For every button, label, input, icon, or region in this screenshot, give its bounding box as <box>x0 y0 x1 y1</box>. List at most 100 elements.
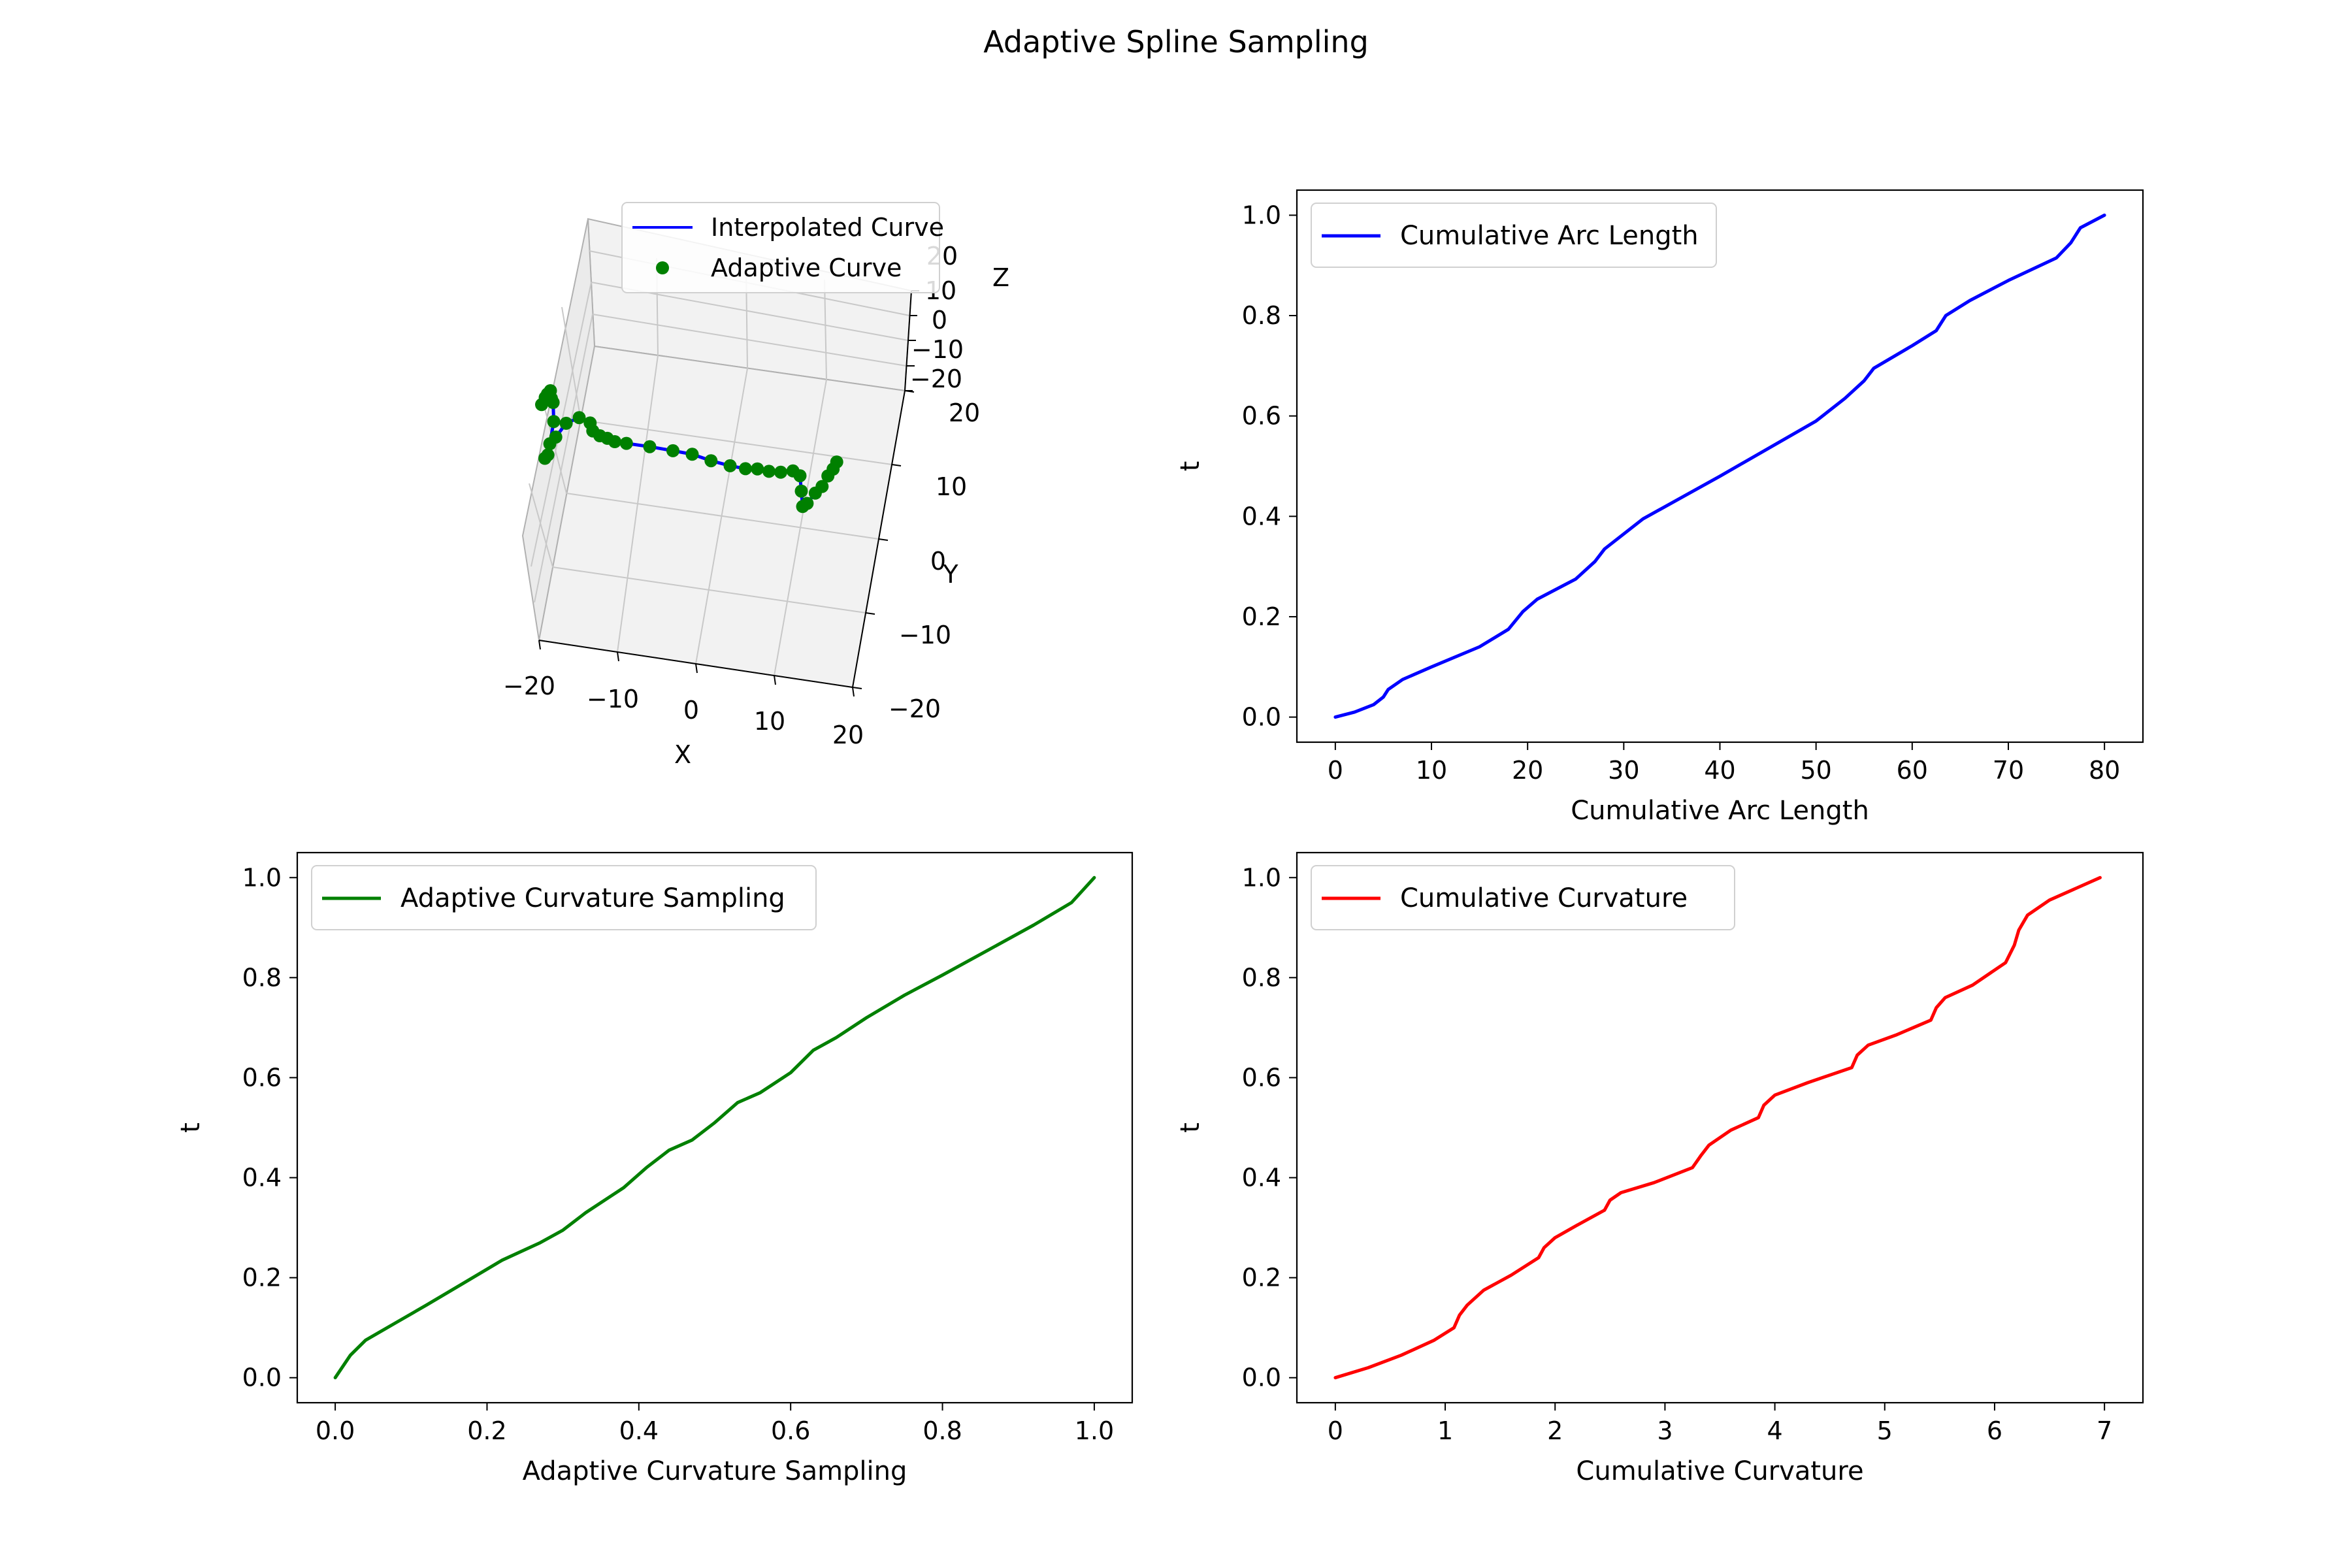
x-tick-label: 0.4 <box>619 1416 659 1445</box>
series-line <box>333 875 1096 1380</box>
subplot-cumulative-curvature: 0 1 2 3 4 5 6 7 0.0 0.2 0.4 0.6 0.8 1.0 Cumulative Cur… <box>1175 851 2144 1486</box>
series-line <box>1333 875 2102 1380</box>
z-tick-label-3d: 0 <box>932 306 947 335</box>
axes3d-data <box>535 384 843 514</box>
scatter-point-adaptive <box>751 462 764 476</box>
legend-label-adaptive: Adaptive Curve <box>711 253 902 282</box>
scatter-point-adaptive <box>547 415 561 429</box>
scatter-point-adaptive <box>739 462 752 476</box>
x-tick-label: 7 <box>2097 1416 2112 1445</box>
y-tick-label: 1.0 <box>242 863 282 892</box>
x-tick-label: 40 <box>1704 756 1735 785</box>
figure-title: Adaptive Spline Sampling <box>983 24 1369 59</box>
x-tick-label: 0 <box>1328 1416 1343 1445</box>
y-tick-label-3d: −20 <box>889 694 941 723</box>
scatter-point-adaptive <box>608 435 621 448</box>
x-axis-label: Cumulative Curvature <box>1576 1456 1863 1486</box>
scatter-point-adaptive <box>546 396 560 409</box>
y-tick-label: 0.8 <box>242 963 282 992</box>
x-tick-3d <box>852 687 855 697</box>
scatter-point-adaptive <box>541 448 555 462</box>
y-tick-label: 0.0 <box>1242 703 1281 732</box>
scatter-point-adaptive <box>704 454 718 468</box>
legend-label: Cumulative Curvature <box>1400 883 1688 913</box>
scatter-point-adaptive <box>762 465 776 478</box>
x-tick-label: 6 <box>1987 1416 2002 1445</box>
scatter-point-adaptive <box>830 455 843 469</box>
y-tick-label: 0.2 <box>1242 602 1281 631</box>
scatter-point-adaptive <box>666 444 679 457</box>
x-tick-3d <box>617 651 619 662</box>
y-tick-label: 1.0 <box>1242 201 1281 229</box>
scatter-point-adaptive <box>794 484 808 498</box>
y-tick-3d <box>891 464 902 466</box>
x-tick-label: 20 <box>1512 756 1543 785</box>
x-tick-label: 80 <box>2089 756 2120 785</box>
y-tick-3d <box>852 687 862 689</box>
scatter-point-adaptive <box>685 448 699 461</box>
scatter-point-adaptive <box>559 416 573 430</box>
x-tick-label-3d: 10 <box>754 707 785 736</box>
y-tick-label: 0.4 <box>242 1164 282 1192</box>
x-tick-label: 1 <box>1437 1416 1453 1445</box>
y-tick-label: 0.6 <box>1242 402 1281 431</box>
y-axis-label: t <box>1175 1122 1205 1133</box>
y-axis-label: t <box>1175 461 1205 472</box>
plot-frame <box>1296 851 2144 1404</box>
x-tick-label-3d: −10 <box>587 685 639 713</box>
y-tick-3d <box>865 612 875 615</box>
z-tick-label-3d: −10 <box>911 335 964 364</box>
z-tick-label-3d: −20 <box>910 365 962 393</box>
x-tick-3d <box>695 663 698 674</box>
scatter-point-adaptive <box>793 469 807 483</box>
x-axis-label: Cumulative Arc Length <box>1571 796 1869 826</box>
x-tick-label: 3 <box>1657 1416 1673 1445</box>
x-tick-label: 0.2 <box>467 1416 506 1445</box>
legend-label: Cumulative Arc Length <box>1400 221 1699 251</box>
legend-3d: Interpolated Curve Adaptive Curve <box>621 202 944 293</box>
y-tick-label: 0.6 <box>242 1063 282 1092</box>
y-tick-label: 0.8 <box>1242 963 1281 992</box>
y-tick-label: 1.0 <box>1242 863 1281 892</box>
scatter-point-adaptive <box>723 459 737 472</box>
legend-swatch-adaptive <box>656 261 669 274</box>
scatter-point-adaptive <box>800 497 814 510</box>
scatter-point-adaptive <box>774 465 787 479</box>
x-tick-label: 30 <box>1608 756 1639 785</box>
y-tick-label: 0.6 <box>1242 1063 1281 1092</box>
x-tick-3d <box>774 675 776 685</box>
legend-frame <box>1311 865 1735 930</box>
x-tick-label: 1.0 <box>1075 1416 1114 1445</box>
x-axis-label-3d: X <box>674 740 691 769</box>
x-tick-label: 0 <box>1328 756 1343 785</box>
subplot-arc-length: 0 10 20 30 40 50 60 70 80 0.0 0.2 0.4 0.6 0.8 1.0 Cumul… <box>1175 189 2144 826</box>
x-tick-label: 70 <box>1993 756 2024 785</box>
y-tick-label-3d: 0 <box>930 547 946 576</box>
x-tick-label: 50 <box>1800 756 1831 785</box>
y-tick-label: 0.0 <box>242 1364 282 1392</box>
x-tick-label: 0.0 <box>316 1416 355 1445</box>
legend-frame <box>621 202 940 293</box>
axes3d-panes <box>521 218 913 689</box>
x-tick-label-3d: 0 <box>683 696 699 725</box>
scatter-point-adaptive <box>815 480 829 493</box>
y-tick-label-3d: −10 <box>899 621 951 649</box>
x-tick-label: 0.6 <box>771 1416 810 1445</box>
y-tick-label-3d: 10 <box>936 472 967 501</box>
legend-frame <box>311 865 817 930</box>
y-tick-label: 0.2 <box>1242 1264 1281 1292</box>
x-tick-3d <box>538 640 541 650</box>
x-tick-label: 2 <box>1547 1416 1563 1445</box>
y-tick-label-3d: 20 <box>949 399 980 427</box>
plot-frame <box>296 851 1134 1404</box>
subplot-curvature-sampling: 0.0 0.2 0.4 0.6 0.8 1.0 0.0 0.2 0.4 0.6 0.8 1.0 Adap… <box>176 851 1134 1486</box>
x-tick-label-3d: 20 <box>832 721 864 749</box>
z-axis-label-3d: Z <box>992 263 1009 292</box>
x-tick-label: 5 <box>1877 1416 1893 1445</box>
y-tick-3d <box>878 538 889 541</box>
x-tick-label: 60 <box>1897 756 1928 785</box>
y-tick-label: 0.0 <box>1242 1364 1281 1392</box>
